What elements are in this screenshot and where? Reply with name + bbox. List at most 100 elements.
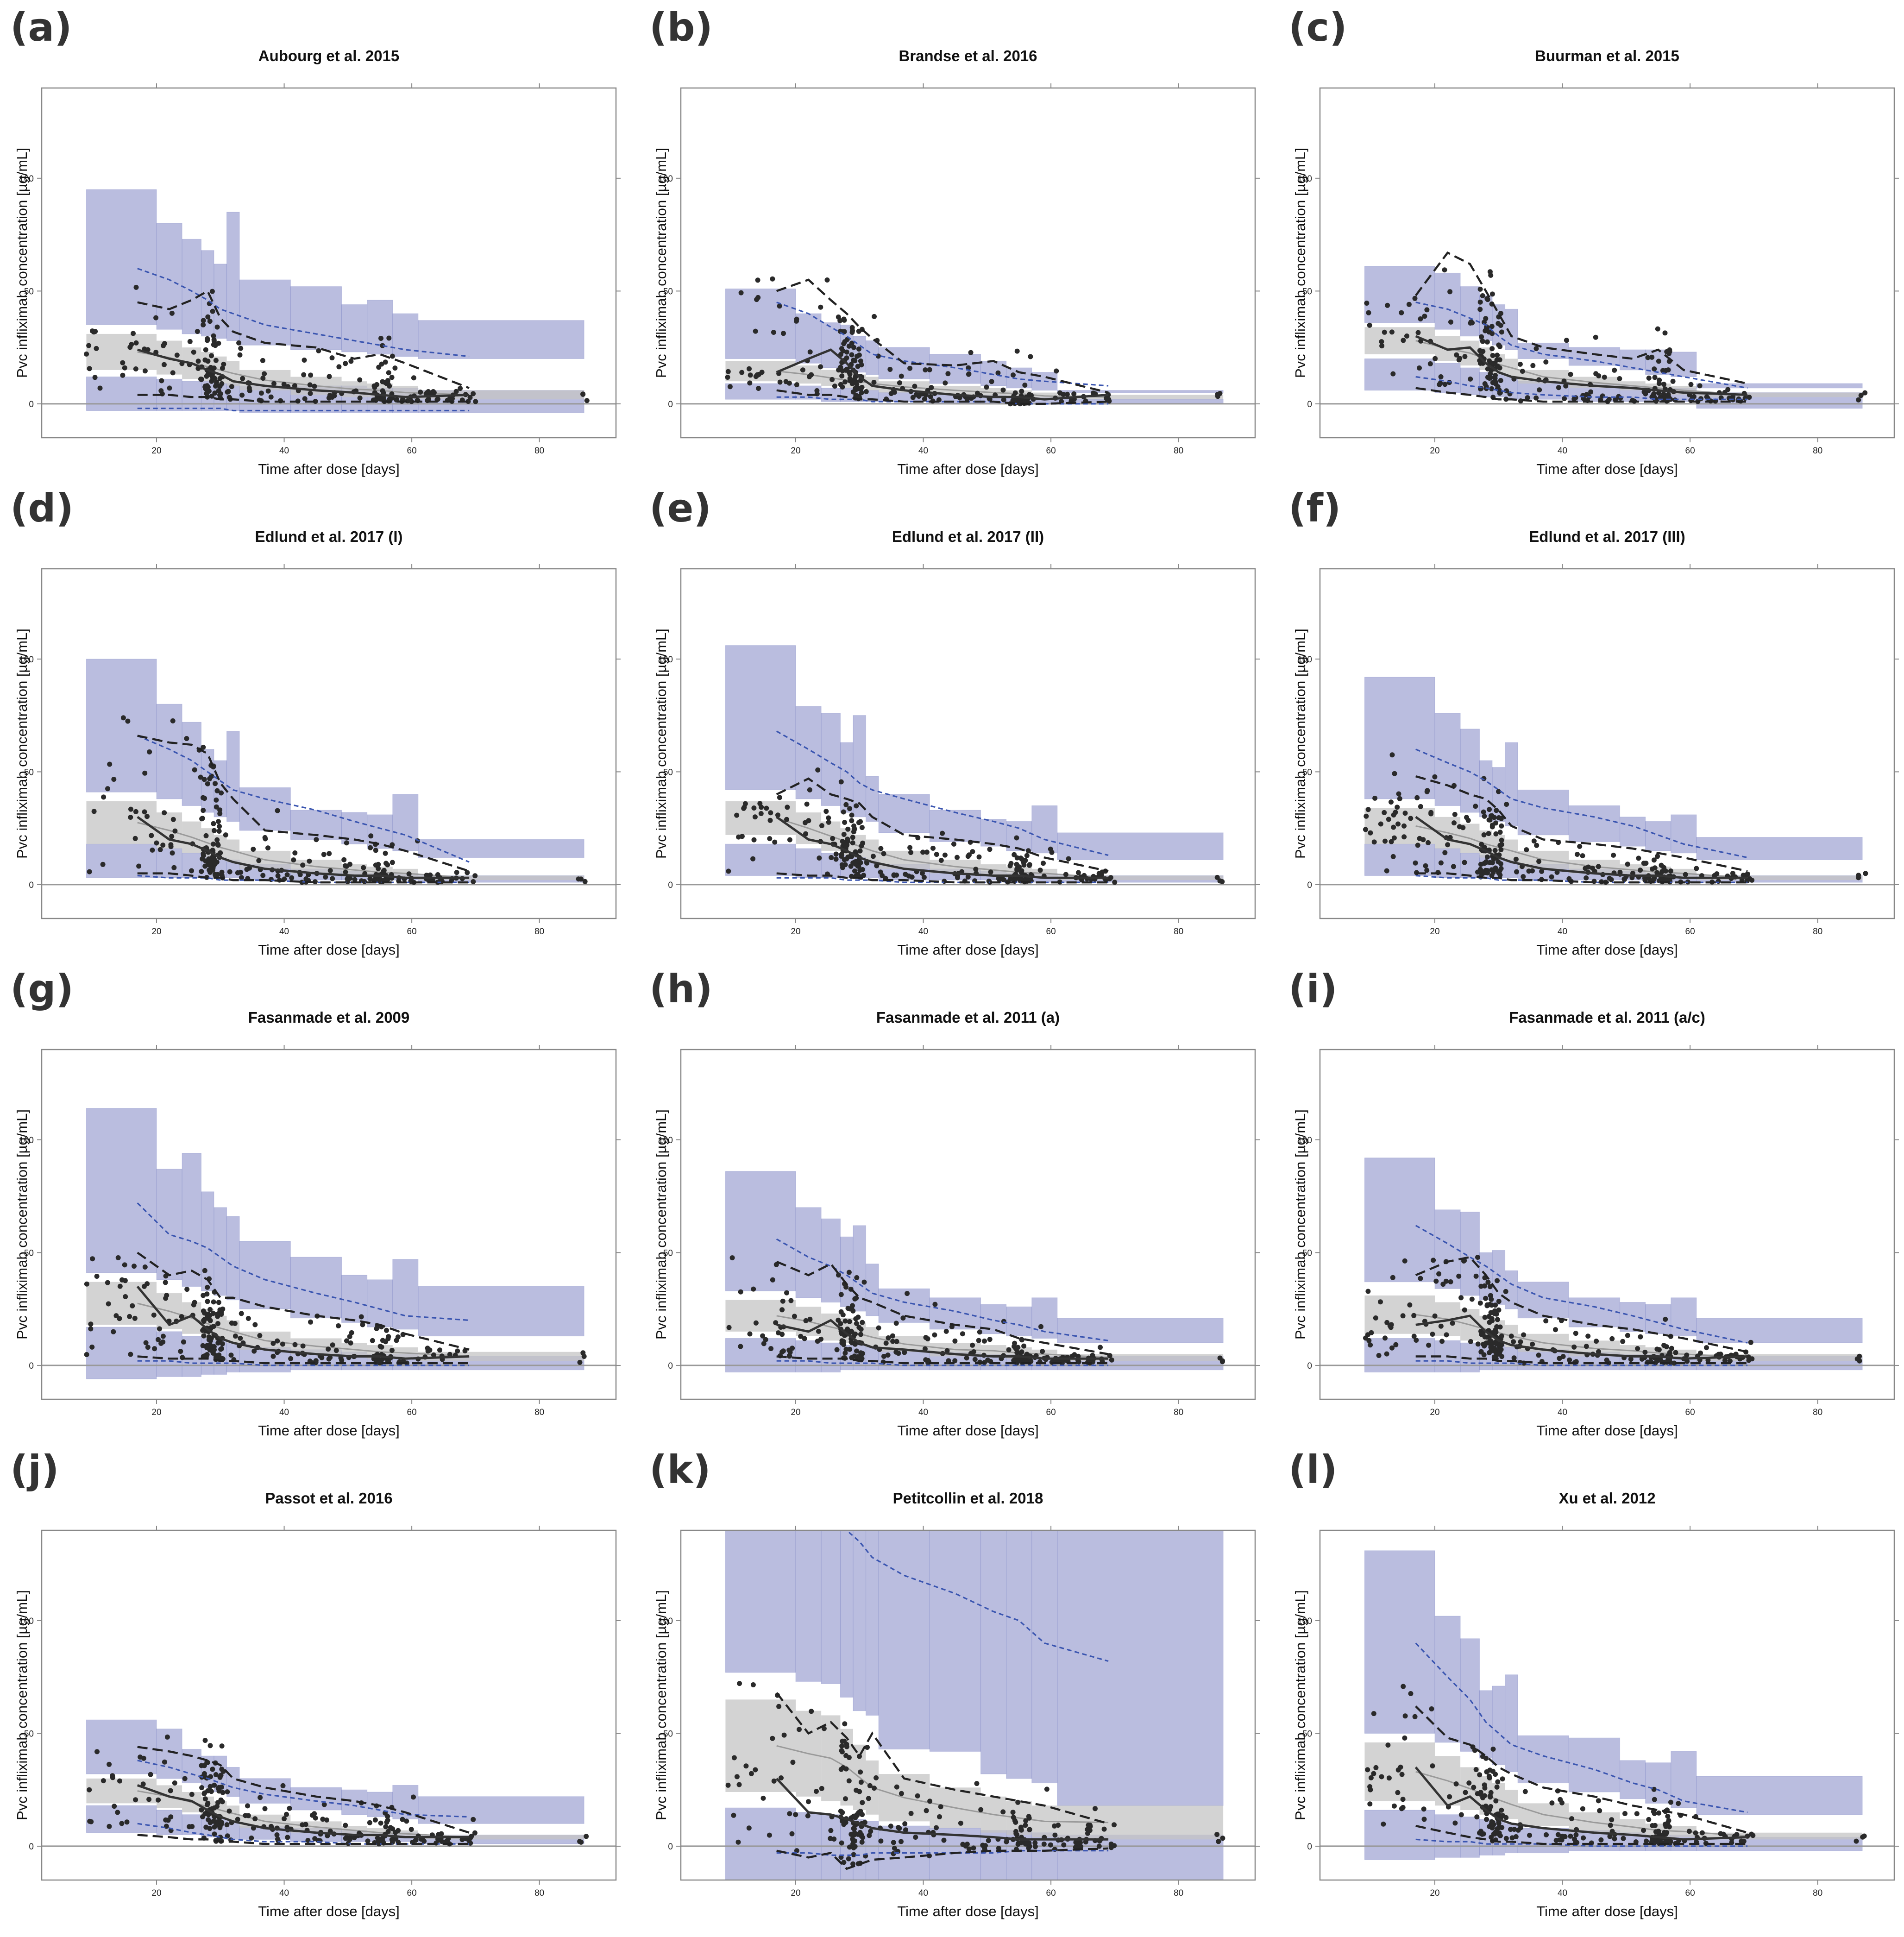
observation-point bbox=[878, 869, 883, 875]
observation-point bbox=[1481, 832, 1487, 837]
observation-point bbox=[1427, 361, 1433, 366]
observation-point bbox=[201, 1333, 207, 1339]
plot-area bbox=[681, 1171, 1255, 1373]
x-tick-label: 80 bbox=[1813, 1888, 1822, 1898]
observation-point bbox=[203, 833, 209, 838]
observation-point bbox=[849, 352, 855, 358]
observation-point bbox=[204, 1760, 210, 1765]
observation-point bbox=[1553, 1838, 1559, 1843]
upper-pi-band bbox=[1671, 814, 1697, 854]
observation-point bbox=[225, 1789, 230, 1795]
observation-point bbox=[873, 1775, 879, 1780]
observation-point bbox=[1389, 839, 1394, 844]
lower-pi-band bbox=[1364, 1338, 1435, 1373]
observation-point bbox=[989, 379, 994, 384]
observation-point bbox=[934, 1825, 939, 1830]
observation-point bbox=[1422, 314, 1427, 319]
observation-point bbox=[329, 355, 335, 361]
observation-point bbox=[913, 1835, 918, 1840]
x-tick-label: 80 bbox=[1813, 446, 1822, 456]
y-axis-label: Pvc infliximab concentration [µg/mL] bbox=[1292, 629, 1308, 859]
observation-point bbox=[1497, 357, 1502, 363]
observation-point bbox=[1487, 817, 1493, 823]
observation-point bbox=[213, 781, 218, 786]
observation-point bbox=[1473, 804, 1478, 809]
observation-point bbox=[758, 811, 764, 816]
observation-point bbox=[738, 1289, 743, 1295]
observation-point bbox=[301, 372, 307, 377]
median-pi-band bbox=[418, 875, 584, 880]
observation-point bbox=[842, 1350, 848, 1356]
observation-point bbox=[120, 360, 126, 365]
observation-point bbox=[1491, 856, 1496, 862]
observation-point bbox=[1052, 1832, 1058, 1838]
y-tick-label: 50 bbox=[24, 287, 34, 296]
observation-point bbox=[107, 1761, 112, 1767]
observation-point bbox=[275, 873, 281, 879]
obs-p5-line bbox=[137, 394, 470, 403]
x-tick-label: 20 bbox=[791, 446, 800, 456]
observation-point bbox=[1497, 365, 1502, 371]
observation-point bbox=[1378, 821, 1383, 827]
observation-point bbox=[348, 1835, 353, 1841]
median-pi-band bbox=[1696, 392, 1863, 397]
observation-point bbox=[240, 376, 245, 381]
observation-point bbox=[1569, 1816, 1574, 1822]
observation-point bbox=[1391, 824, 1396, 830]
plot-frame bbox=[680, 1529, 1256, 1881]
y-tick-label: 50 bbox=[663, 1729, 673, 1739]
observation-point bbox=[344, 1835, 350, 1840]
observation-point bbox=[1482, 1334, 1488, 1340]
sim-p95-line bbox=[137, 268, 470, 358]
observation-point bbox=[229, 384, 234, 390]
observation-point bbox=[232, 1321, 238, 1326]
observation-point bbox=[1389, 329, 1395, 335]
observation-point bbox=[307, 858, 312, 864]
observation-point bbox=[785, 805, 790, 810]
observation-point bbox=[841, 832, 847, 837]
observation-point bbox=[946, 1358, 951, 1364]
observation-point bbox=[1438, 860, 1444, 866]
observation-point bbox=[1012, 1340, 1018, 1346]
upper-pi-band bbox=[1620, 1302, 1646, 1332]
sim-p95-line bbox=[776, 730, 1109, 856]
observation-point bbox=[258, 390, 264, 396]
observation-point bbox=[260, 873, 266, 878]
y-tick-label: 0 bbox=[1307, 1842, 1312, 1852]
observation-point bbox=[246, 385, 252, 391]
observation-point bbox=[205, 358, 211, 364]
observation-point bbox=[84, 1281, 89, 1287]
observation-point bbox=[1557, 1356, 1562, 1361]
observation-point bbox=[206, 1337, 212, 1343]
observation-point bbox=[132, 836, 138, 841]
observation-point bbox=[818, 364, 823, 370]
observation-point bbox=[217, 824, 222, 829]
observation-point bbox=[1393, 1342, 1399, 1347]
observation-point bbox=[245, 1803, 250, 1809]
observation-point bbox=[215, 1321, 220, 1327]
observation-point bbox=[1549, 874, 1554, 880]
observation-point bbox=[1484, 1817, 1489, 1822]
observation-point bbox=[1032, 1840, 1038, 1846]
observation-point bbox=[846, 1270, 852, 1275]
observation-point bbox=[843, 1753, 849, 1758]
observation-point bbox=[1622, 1811, 1628, 1816]
observation-point bbox=[893, 1321, 899, 1326]
observation-point bbox=[1489, 291, 1495, 297]
observation-point bbox=[817, 855, 822, 861]
observation-point bbox=[1612, 367, 1617, 373]
observation-point bbox=[343, 1823, 348, 1828]
observation-point bbox=[201, 318, 206, 323]
obs-p95-line bbox=[1415, 775, 1748, 872]
observation-point bbox=[124, 1819, 130, 1825]
observation-point bbox=[285, 1835, 290, 1840]
lower-pi-band bbox=[1364, 358, 1435, 391]
observation-point bbox=[1099, 872, 1104, 878]
observation-point bbox=[1666, 1818, 1671, 1824]
observation-point bbox=[854, 1321, 859, 1326]
upper-pi-band bbox=[1517, 1735, 1569, 1784]
observation-point bbox=[1488, 272, 1494, 278]
observation-point bbox=[751, 805, 757, 811]
observation-point bbox=[191, 349, 196, 355]
observation-point bbox=[200, 816, 205, 821]
